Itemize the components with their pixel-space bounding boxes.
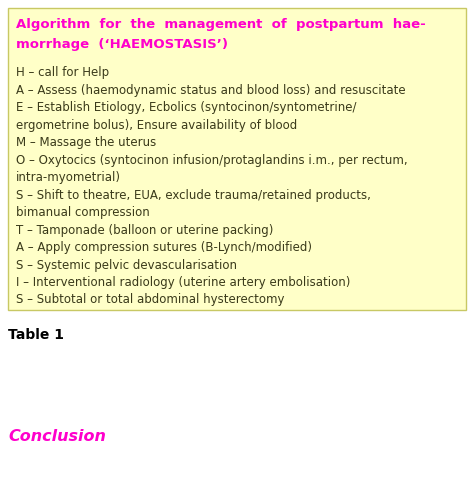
Text: bimanual compression: bimanual compression bbox=[16, 206, 150, 219]
Text: Table 1: Table 1 bbox=[8, 328, 64, 342]
Text: A – Assess (haemodynamic status and blood loss) and resuscitate: A – Assess (haemodynamic status and bloo… bbox=[16, 83, 406, 96]
FancyBboxPatch shape bbox=[8, 8, 466, 310]
Text: Conclusion: Conclusion bbox=[8, 429, 106, 444]
Text: ergometrine bolus), Ensure availability of blood: ergometrine bolus), Ensure availability … bbox=[16, 118, 297, 132]
Text: intra-myometrial): intra-myometrial) bbox=[16, 171, 121, 184]
Text: S – Systemic pelvic devascularisation: S – Systemic pelvic devascularisation bbox=[16, 259, 237, 272]
Text: Algorithm  for  the  management  of  postpartum  hae-: Algorithm for the management of postpart… bbox=[16, 18, 426, 31]
Text: M – Massage the uterus: M – Massage the uterus bbox=[16, 136, 156, 149]
Text: T – Tamponade (balloon or uterine packing): T – Tamponade (balloon or uterine packin… bbox=[16, 224, 273, 237]
Text: S – Shift to theatre, EUA, exclude trauma/retained products,: S – Shift to theatre, EUA, exclude traum… bbox=[16, 189, 371, 202]
Text: morrhage  (‘HAEMOSTASIS’): morrhage (‘HAEMOSTASIS’) bbox=[16, 38, 228, 51]
Text: S – Subtotal or total abdominal hysterectomy: S – Subtotal or total abdominal hysterec… bbox=[16, 294, 284, 307]
Text: A – Apply compression sutures (B-Lynch/modified): A – Apply compression sutures (B-Lynch/m… bbox=[16, 241, 312, 254]
Text: I – Interventional radiology (uterine artery embolisation): I – Interventional radiology (uterine ar… bbox=[16, 276, 350, 289]
Text: E – Establish Etiology, Ecbolics (syntocinon/syntometrine/: E – Establish Etiology, Ecbolics (syntoc… bbox=[16, 101, 356, 114]
Text: O – Oxytocics (syntocinon infusion/protaglandins i.m., per rectum,: O – Oxytocics (syntocinon infusion/prota… bbox=[16, 153, 408, 167]
Text: H – call for Help: H – call for Help bbox=[16, 66, 109, 79]
